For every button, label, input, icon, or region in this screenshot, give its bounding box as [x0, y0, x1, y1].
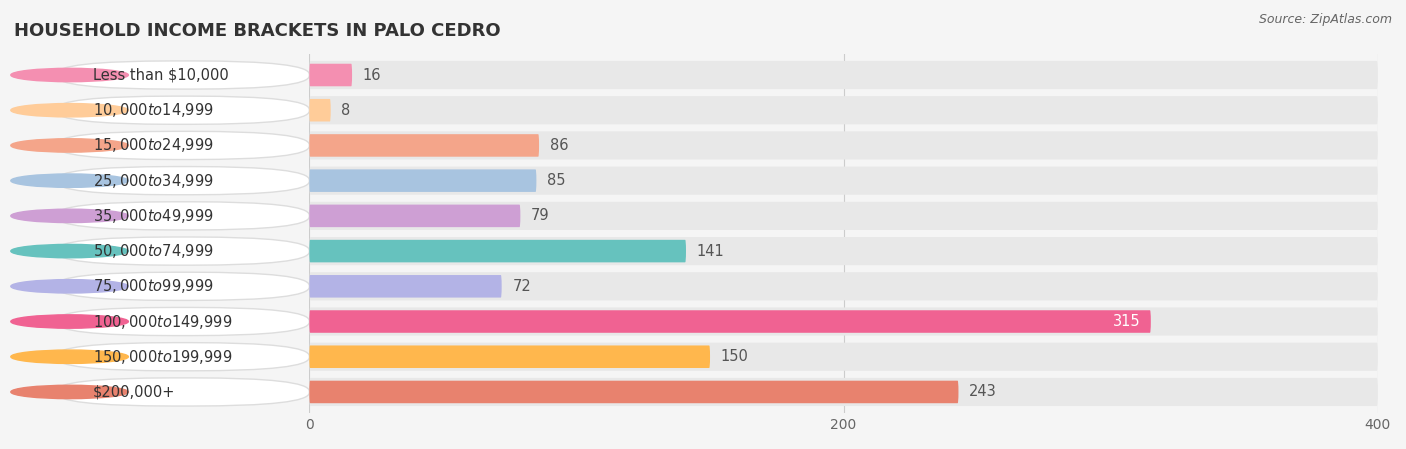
FancyBboxPatch shape — [309, 202, 1378, 230]
FancyBboxPatch shape — [309, 205, 520, 227]
Text: $75,000 to $99,999: $75,000 to $99,999 — [93, 277, 214, 295]
FancyBboxPatch shape — [309, 310, 1150, 333]
FancyBboxPatch shape — [56, 378, 309, 406]
FancyBboxPatch shape — [309, 132, 1378, 159]
Text: 85: 85 — [547, 173, 565, 188]
Text: $10,000 to $14,999: $10,000 to $14,999 — [93, 101, 214, 119]
FancyBboxPatch shape — [309, 167, 1378, 195]
FancyBboxPatch shape — [56, 96, 309, 124]
FancyBboxPatch shape — [56, 272, 309, 300]
FancyBboxPatch shape — [309, 61, 1378, 89]
FancyBboxPatch shape — [56, 61, 309, 89]
Text: $200,000+: $200,000+ — [93, 384, 176, 400]
Text: $25,000 to $34,999: $25,000 to $34,999 — [93, 172, 214, 189]
FancyBboxPatch shape — [56, 167, 309, 195]
FancyBboxPatch shape — [309, 345, 710, 368]
FancyBboxPatch shape — [309, 240, 686, 262]
Circle shape — [11, 385, 128, 399]
Text: 72: 72 — [512, 279, 531, 294]
Text: Less than $10,000: Less than $10,000 — [93, 67, 229, 83]
FancyBboxPatch shape — [56, 343, 309, 371]
Text: 79: 79 — [531, 208, 550, 223]
Text: 243: 243 — [969, 384, 997, 400]
Text: $15,000 to $24,999: $15,000 to $24,999 — [93, 136, 214, 154]
FancyBboxPatch shape — [309, 275, 502, 298]
FancyBboxPatch shape — [309, 343, 1378, 371]
Circle shape — [11, 244, 128, 258]
FancyBboxPatch shape — [56, 132, 309, 159]
Text: $50,000 to $74,999: $50,000 to $74,999 — [93, 242, 214, 260]
Text: 8: 8 — [342, 103, 350, 118]
Circle shape — [11, 280, 128, 293]
Circle shape — [11, 104, 128, 117]
FancyBboxPatch shape — [309, 99, 330, 122]
FancyBboxPatch shape — [309, 169, 537, 192]
Text: Source: ZipAtlas.com: Source: ZipAtlas.com — [1258, 13, 1392, 26]
FancyBboxPatch shape — [309, 64, 352, 86]
FancyBboxPatch shape — [309, 378, 1378, 406]
FancyBboxPatch shape — [56, 202, 309, 230]
FancyBboxPatch shape — [309, 272, 1378, 300]
Text: 141: 141 — [697, 244, 724, 259]
Circle shape — [11, 68, 128, 82]
FancyBboxPatch shape — [309, 381, 959, 403]
FancyBboxPatch shape — [309, 308, 1378, 335]
Text: $35,000 to $49,999: $35,000 to $49,999 — [93, 207, 214, 225]
Text: 150: 150 — [721, 349, 748, 364]
FancyBboxPatch shape — [309, 96, 1378, 124]
Text: 16: 16 — [363, 67, 381, 83]
Text: $150,000 to $199,999: $150,000 to $199,999 — [93, 348, 232, 366]
Circle shape — [11, 315, 128, 328]
Text: HOUSEHOLD INCOME BRACKETS IN PALO CEDRO: HOUSEHOLD INCOME BRACKETS IN PALO CEDRO — [14, 22, 501, 40]
Circle shape — [11, 174, 128, 187]
Circle shape — [11, 209, 128, 223]
Circle shape — [11, 350, 128, 363]
Circle shape — [11, 139, 128, 152]
FancyBboxPatch shape — [56, 237, 309, 265]
Text: 86: 86 — [550, 138, 568, 153]
FancyBboxPatch shape — [309, 134, 538, 157]
FancyBboxPatch shape — [56, 308, 309, 335]
Text: $100,000 to $149,999: $100,000 to $149,999 — [93, 313, 232, 330]
FancyBboxPatch shape — [309, 237, 1378, 265]
Text: 315: 315 — [1112, 314, 1140, 329]
